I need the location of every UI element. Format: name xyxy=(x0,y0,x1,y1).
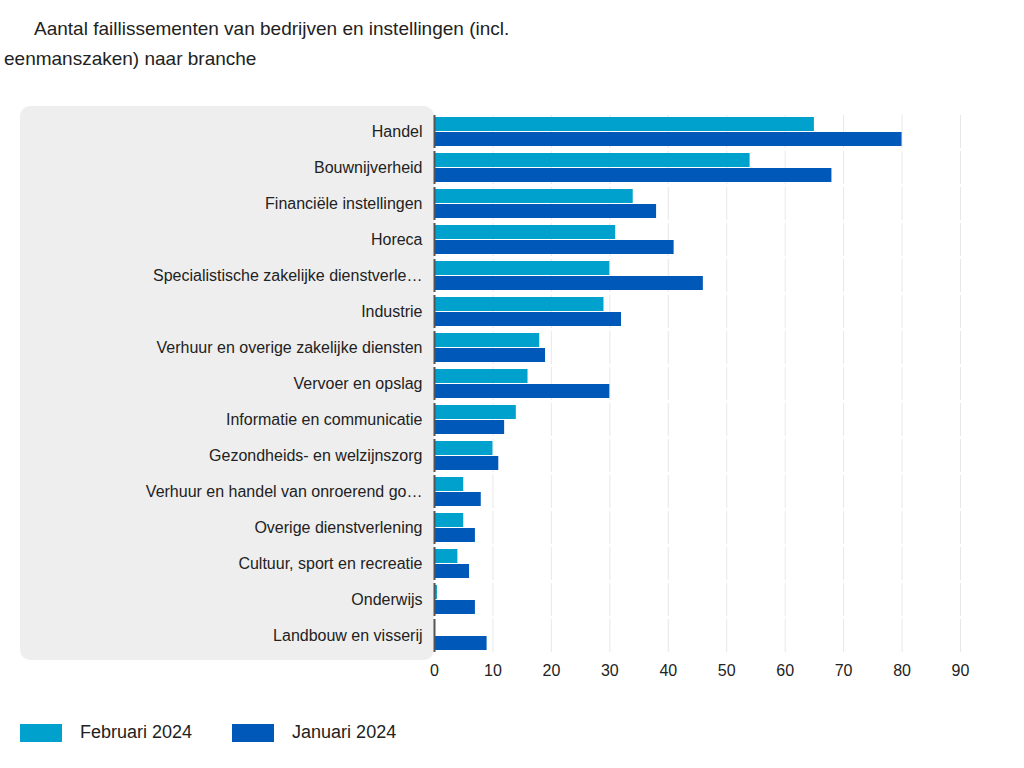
svg-text:Bouwnijverheid: Bouwnijverheid xyxy=(314,159,423,176)
svg-text:60: 60 xyxy=(776,662,794,679)
svg-text:Industrie: Industrie xyxy=(361,303,422,320)
svg-text:Informatie en communicatie: Informatie en communicatie xyxy=(226,411,423,428)
svg-text:50: 50 xyxy=(718,662,736,679)
svg-text:Verhuur en overige zakelijke d: Verhuur en overige zakelijke diensten xyxy=(157,339,423,356)
svg-text:Vervoer en opslag: Vervoer en opslag xyxy=(294,375,423,392)
svg-text:Landbouw en visserij: Landbouw en visserij xyxy=(273,627,422,644)
svg-text:70: 70 xyxy=(835,662,853,679)
svg-text:40: 40 xyxy=(659,662,677,679)
svg-text:80: 80 xyxy=(893,662,911,679)
html-text:Februari 2024: Februari 2024 xyxy=(80,722,193,742)
svg-text:Cultuur, sport en recreatie: Cultuur, sport en recreatie xyxy=(238,555,422,572)
svg-text:10: 10 xyxy=(484,662,502,679)
svg-text:Specialistische zakelijke dien: Specialistische zakelijke dienstverle… xyxy=(153,267,422,284)
svg-text:Horeca: Horeca xyxy=(371,231,423,248)
svg-text:30: 30 xyxy=(601,662,619,679)
html-text:Januari 2024: Januari 2024 xyxy=(292,722,397,742)
svg-text:0: 0 xyxy=(430,662,439,679)
svg-text:Overige dienstverlening: Overige dienstverlening xyxy=(254,519,422,536)
svg-text:Financiële instellingen: Financiële instellingen xyxy=(265,195,422,212)
svg-text:Gezondheids- en welzijnszorg: Gezondheids- en welzijnszorg xyxy=(209,447,422,464)
svg-text:Handel: Handel xyxy=(372,123,423,140)
html-text:Aantal faillissementen van bed: Aantal faillissementen van bedrijven en … xyxy=(4,18,510,69)
svg-text:Verhuur en handel van onroeren: Verhuur en handel van onroerend go… xyxy=(146,483,423,500)
svg-text:90: 90 xyxy=(952,662,970,679)
svg-text:20: 20 xyxy=(542,662,560,679)
svg-text:Onderwijs: Onderwijs xyxy=(351,591,422,608)
